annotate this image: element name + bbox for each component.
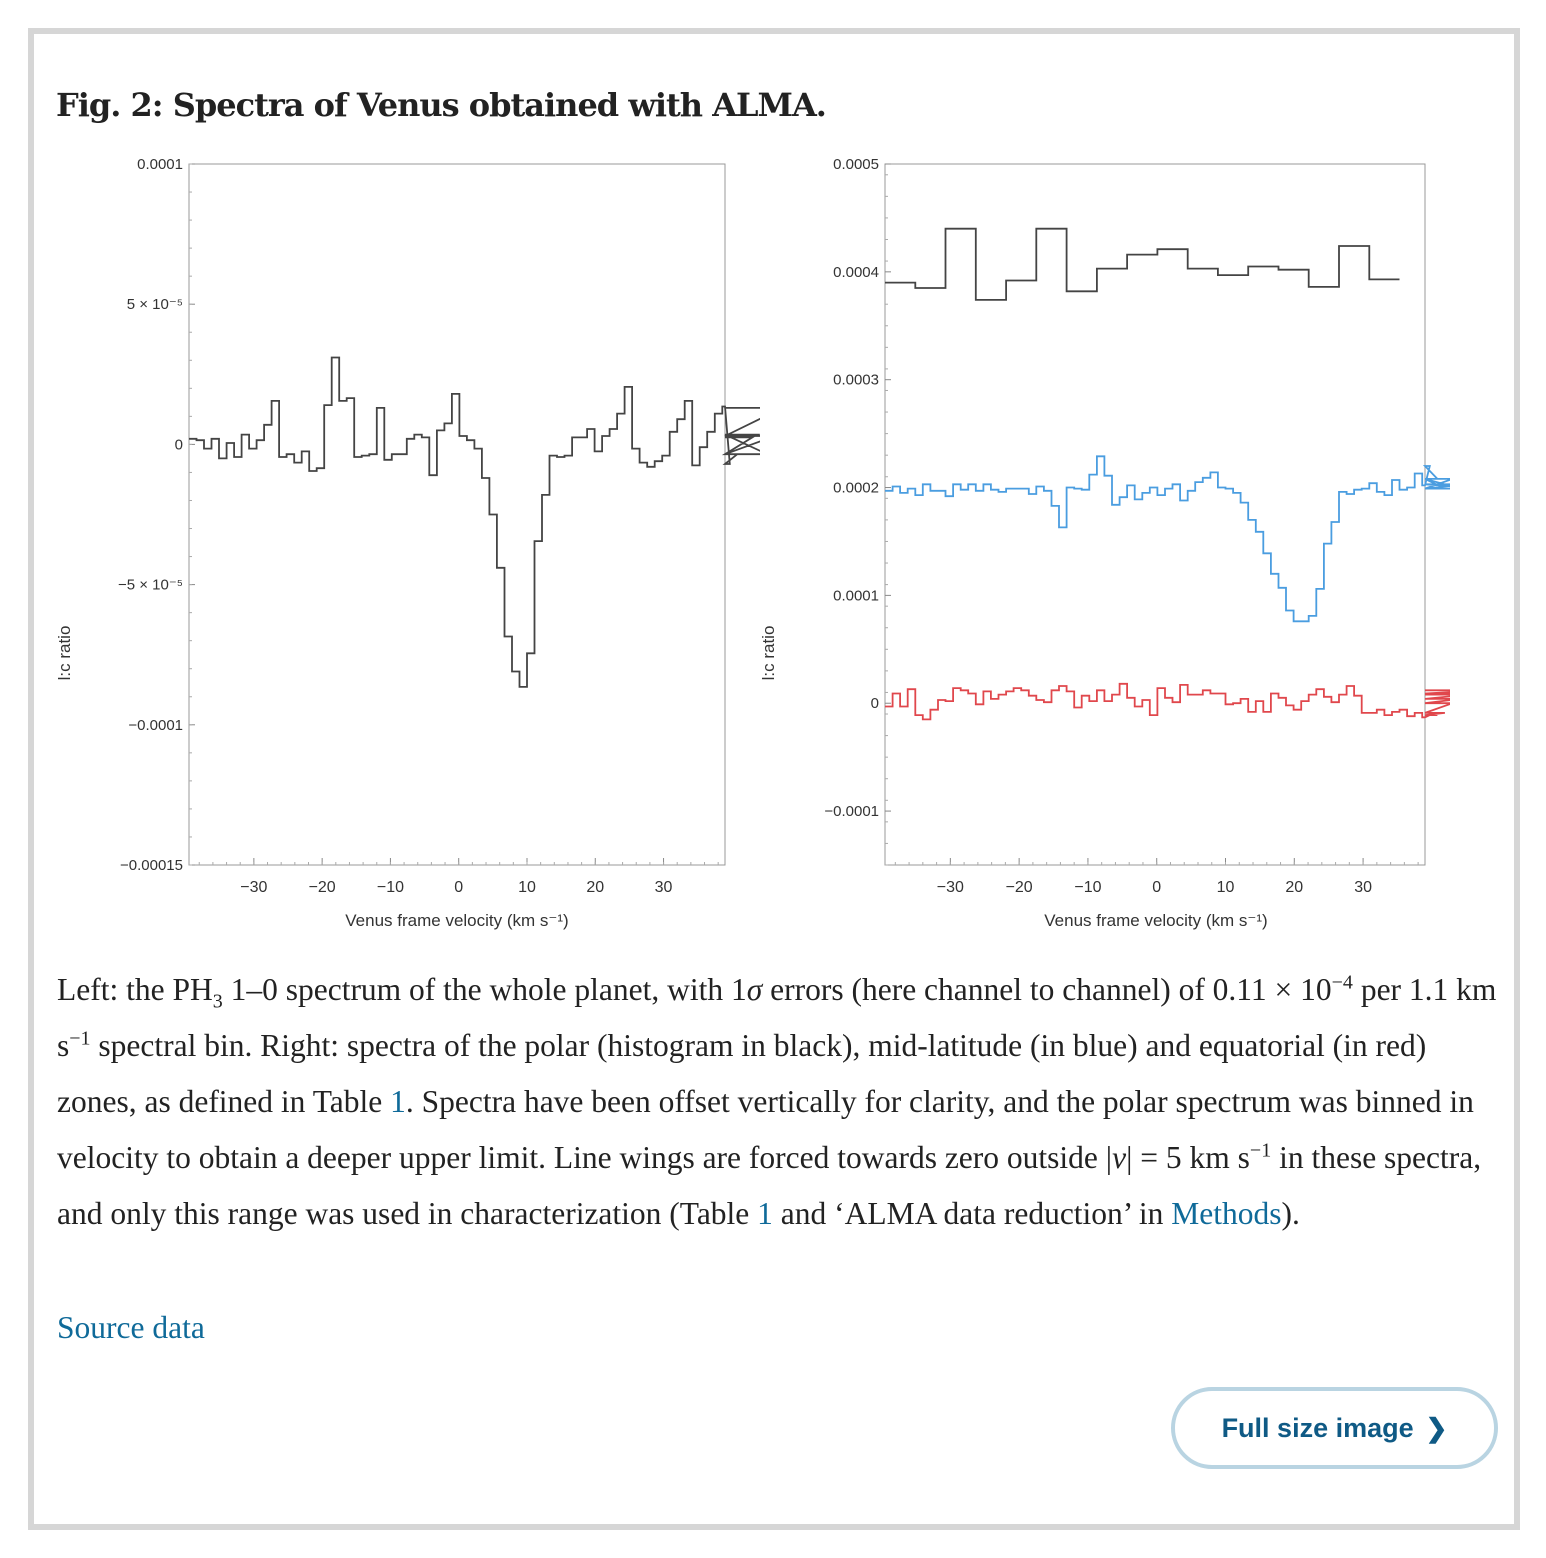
caption-text: ). bbox=[1281, 1196, 1300, 1231]
chart-right-y-tick-label: 0.0005 bbox=[833, 156, 879, 173]
caption-text: . Spectra have been offset vertically fo… bbox=[57, 1084, 1474, 1175]
chart-left-x-tick-label: −20 bbox=[309, 879, 336, 896]
caption-text: in these spectra, and only this range wa… bbox=[57, 1140, 1482, 1231]
figure-frame bbox=[28, 28, 1520, 1530]
table-1-link-2[interactable]: 1 bbox=[757, 1196, 773, 1231]
chart-right-y-tick-label: −0.0001 bbox=[824, 803, 879, 820]
chart-right-ylabel: l:c ratio bbox=[759, 626, 778, 681]
chart-left-axes: 0.0001 5 × 10⁻⁵ 0 −5 × 10⁻⁵ −0.0001 −0.00015 −… bbox=[118, 156, 726, 896]
chart-left-x-tick-label: 30 bbox=[655, 879, 673, 896]
chart-right-series bbox=[885, 227, 1450, 721]
chart-right-latitude-zones: 0.0005 0.0004 0.0003 0.0002 0.0001 0 −0.0001 −3… bbox=[759, 156, 1450, 930]
chart-right-x-tick-label: 30 bbox=[1354, 879, 1372, 896]
chart-left-y-tick-label: −5 × 10⁻⁵ bbox=[118, 577, 183, 594]
chart-right-x-tick-label: 0 bbox=[1152, 879, 1161, 896]
chart-right-series-1 bbox=[885, 455, 1450, 623]
chart-left-whole-planet: 0.0001 5 × 10⁻⁵ 0 −5 × 10⁻⁵ −0.0001 −0.00015 −… bbox=[55, 156, 760, 930]
caption-text: per 1.1 km s bbox=[57, 972, 1497, 1063]
full-size-image-label: Full size image bbox=[1221, 1412, 1414, 1443]
chart-left-series bbox=[189, 356, 760, 688]
chart-left-y-tick-label: 5 × 10⁻⁵ bbox=[127, 296, 183, 313]
chart-left-plot-frame bbox=[188, 163, 726, 866]
caption-superscript: −1 bbox=[1249, 1139, 1272, 1162]
chart-left-xlabel: Venus frame velocity (km s⁻¹) bbox=[345, 911, 568, 930]
full-size-image-button[interactable]: Full size image ❯ bbox=[1171, 1387, 1498, 1469]
chart-left-x-tick-label: 10 bbox=[518, 879, 536, 896]
caption-text: spectral bin. Right: spectra of the pola… bbox=[57, 1028, 1427, 1119]
chart-right-axes: 0.0005 0.0004 0.0003 0.0002 0.0001 0 −0.0001 −3… bbox=[824, 156, 1426, 896]
chart-left-y-tick-label: 0.0001 bbox=[137, 156, 183, 173]
chart-right-series-2 bbox=[885, 682, 1450, 721]
chart-right-series-0 bbox=[885, 227, 1400, 301]
chart-left-y-tick-label: −0.0001 bbox=[128, 717, 183, 734]
chart-right-y-tick-label: 0.0002 bbox=[833, 480, 879, 497]
chart-right-plot-frame bbox=[884, 163, 1426, 866]
chart-right-y-tick-label: 0 bbox=[871, 695, 879, 712]
chart-left-y-tick-label: 0 bbox=[175, 436, 183, 453]
caption-text: Left: the PH bbox=[57, 972, 213, 1007]
chart-right-x-tick-label: −30 bbox=[937, 879, 964, 896]
chart-right-x-tick-label: −20 bbox=[1006, 879, 1033, 896]
caption-text: 1–0 spectrum of the whole planet, with 1 bbox=[222, 972, 747, 1007]
figure-caption: Left: the PH3 1–0 spectrum of the whole … bbox=[57, 962, 1502, 1242]
caption-text: errors (here channel to channel) of 0.11… bbox=[762, 972, 1332, 1007]
chart-right-xlabel: Venus frame velocity (km s⁻¹) bbox=[1044, 911, 1267, 930]
chart-left-x-tick-label: 20 bbox=[586, 879, 604, 896]
chart-right-y-tick-label: 0.0001 bbox=[833, 587, 879, 604]
caption-subscript: 3 bbox=[212, 990, 223, 1013]
chart-left-x-tick-label: −30 bbox=[240, 879, 267, 896]
chart-right-x-tick-label: 20 bbox=[1285, 879, 1303, 896]
chart-left-series-0 bbox=[189, 356, 760, 688]
chart-left-x-tick-label: 0 bbox=[454, 879, 463, 896]
caption-superscript: −4 bbox=[1331, 971, 1353, 994]
caption-text: and ‘ALMA data reduction’ in bbox=[772, 1196, 1172, 1231]
methods-link[interactable]: Methods bbox=[1171, 1196, 1282, 1231]
chart-right-y-tick-label: 0.0004 bbox=[833, 264, 879, 281]
caption-superscript: −1 bbox=[69, 1027, 91, 1050]
caption-sigma: σ bbox=[746, 972, 763, 1007]
table-1-link[interactable]: 1 bbox=[390, 1084, 406, 1119]
chart-left-y-tick-label: −0.00015 bbox=[120, 857, 183, 874]
chart-left-ylabel: l:c ratio bbox=[55, 626, 74, 681]
chevron-right-icon: ❯ bbox=[1425, 1412, 1448, 1443]
chart-right-x-tick-label: −10 bbox=[1074, 879, 1101, 896]
figure-title: Fig. 2: Spectra of Venus obtained with A… bbox=[56, 86, 827, 124]
source-data-link[interactable]: Source data bbox=[57, 1310, 205, 1345]
chart-right-y-tick-label: 0.0003 bbox=[833, 372, 879, 389]
chart-left-x-tick-label: −10 bbox=[377, 879, 404, 896]
chart-right-x-tick-label: 10 bbox=[1217, 879, 1235, 896]
caption-velocity-symbol: v bbox=[1112, 1140, 1127, 1175]
caption-text: | = 5 km s bbox=[1126, 1140, 1250, 1175]
